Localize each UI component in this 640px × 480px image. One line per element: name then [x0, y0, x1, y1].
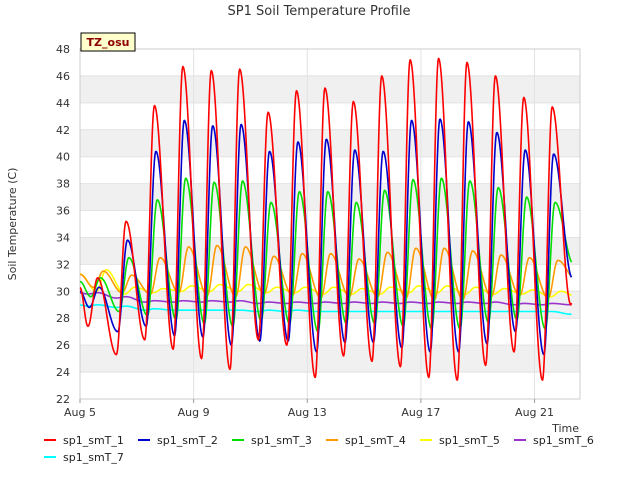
- legend-label-sp1_smT_5: sp1_smT_5: [439, 434, 500, 447]
- plot-band: [80, 345, 580, 372]
- y-tick-label: 46: [56, 70, 70, 83]
- y-tick-label: 38: [56, 178, 70, 191]
- y-tick-label: 44: [56, 97, 70, 110]
- timezone-badge: TZ_osu: [81, 33, 135, 51]
- legend-label-sp1_smT_7: sp1_smT_7: [63, 451, 124, 464]
- y-tick-label: 26: [56, 339, 70, 352]
- legend-label-sp1_smT_2: sp1_smT_2: [157, 434, 218, 447]
- y-tick-label: 28: [56, 312, 70, 325]
- y-tick-label: 34: [56, 231, 70, 244]
- x-tick-label: Aug 13: [288, 406, 327, 419]
- legend-label-sp1_smT_1: sp1_smT_1: [63, 434, 124, 447]
- y-tick-label: 40: [56, 151, 70, 164]
- plot-band: [80, 291, 580, 318]
- y-tick-label: 30: [56, 285, 70, 298]
- y-axis-title: Soil Temperature (C): [6, 168, 19, 281]
- y-tick-label: 36: [56, 205, 70, 218]
- y-tick-label: 24: [56, 366, 70, 379]
- legend-label-sp1_smT_4: sp1_smT_4: [345, 434, 406, 447]
- timezone-badge-label: TZ_osu: [87, 36, 130, 49]
- y-tick-label: 22: [56, 393, 70, 406]
- x-tick-label: Aug 5: [64, 406, 96, 419]
- x-tick-label: Aug 21: [515, 406, 554, 419]
- y-tick-label: 42: [56, 124, 70, 137]
- y-tick-label: 48: [56, 43, 70, 56]
- soil-temperature-chart: SP1 Soil Temperature Profile 22 24 26 28 30 3…: [0, 0, 640, 480]
- y-tick-label: 32: [56, 258, 70, 271]
- plot-band: [80, 76, 580, 103]
- legend-label-sp1_smT_3: sp1_smT_3: [251, 434, 312, 447]
- x-tick-label: Aug 9: [178, 406, 210, 419]
- chart-title: SP1 Soil Temperature Profile: [228, 4, 411, 19]
- legend-label-sp1_smT_6: sp1_smT_6: [533, 434, 594, 447]
- x-tick-label: Aug 17: [401, 406, 440, 419]
